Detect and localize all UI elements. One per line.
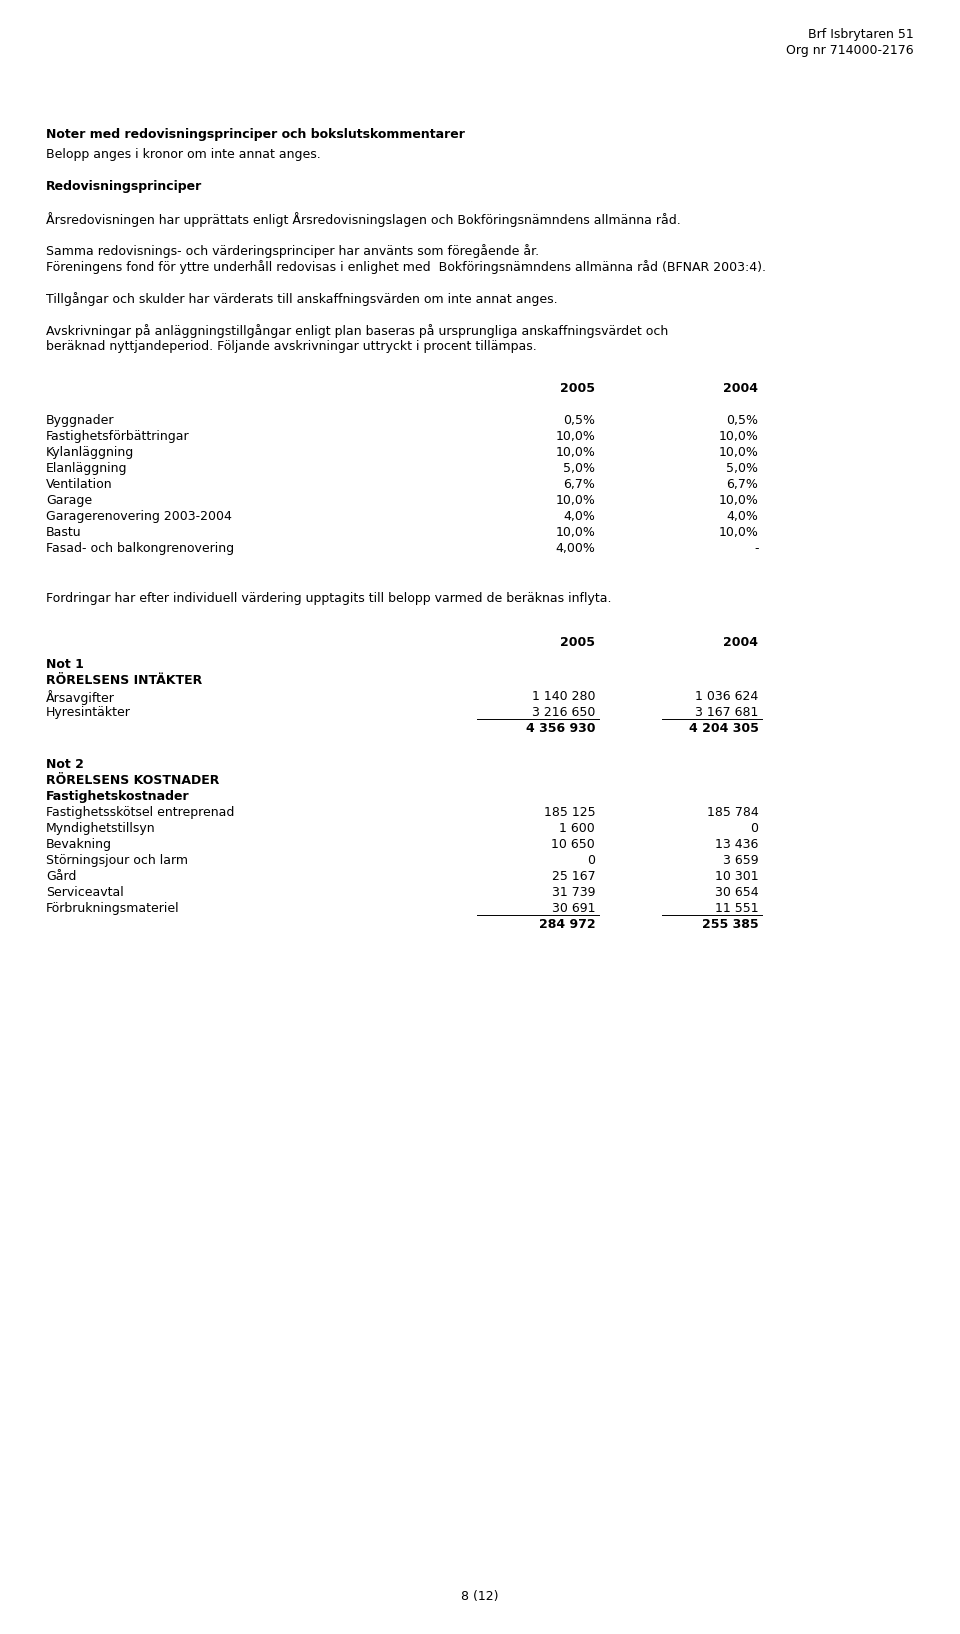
Text: 2005: 2005 <box>561 382 595 395</box>
Text: Bastu: Bastu <box>46 526 82 539</box>
Text: Myndighetstillsyn: Myndighetstillsyn <box>46 822 156 835</box>
Text: Hyresintäkter: Hyresintäkter <box>46 706 131 719</box>
Text: 0: 0 <box>588 855 595 868</box>
Text: 6,7%: 6,7% <box>727 479 758 490</box>
Text: 5,0%: 5,0% <box>727 462 758 475</box>
Text: -: - <box>754 542 758 556</box>
Text: 10,0%: 10,0% <box>555 493 595 507</box>
Text: 5,0%: 5,0% <box>564 462 595 475</box>
Text: 30 654: 30 654 <box>715 886 758 899</box>
Text: 31 739: 31 739 <box>552 886 595 899</box>
Text: 6,7%: 6,7% <box>564 479 595 490</box>
Text: 8 (12): 8 (12) <box>461 1590 499 1603</box>
Text: Belopp anges i kronor om inte annat anges.: Belopp anges i kronor om inte annat ange… <box>46 149 321 162</box>
Text: 1 600: 1 600 <box>560 822 595 835</box>
Text: 30 691: 30 691 <box>552 902 595 915</box>
Text: RÖRELSENS KOSTNADER: RÖRELSENS KOSTNADER <box>46 775 220 788</box>
Text: Garagerenovering 2003-2004: Garagerenovering 2003-2004 <box>46 510 232 523</box>
Text: Tillgångar och skulder har värderats till anskaffningsvärden om inte annat anges: Tillgångar och skulder har värderats til… <box>46 292 558 306</box>
Text: Brf Isbrytaren 51: Brf Isbrytaren 51 <box>808 28 914 41</box>
Text: Org nr 714000-2176: Org nr 714000-2176 <box>786 44 914 57</box>
Text: 4,00%: 4,00% <box>555 542 595 556</box>
Text: 11 551: 11 551 <box>715 902 758 915</box>
Text: 13 436: 13 436 <box>715 838 758 851</box>
Text: 10,0%: 10,0% <box>718 446 758 459</box>
Text: 10 301: 10 301 <box>715 869 758 882</box>
Text: 3 167 681: 3 167 681 <box>695 706 758 719</box>
Text: 10,0%: 10,0% <box>555 526 595 539</box>
Text: Fastighetsskötsel entreprenad: Fastighetsskötsel entreprenad <box>46 806 234 819</box>
Text: 2004: 2004 <box>724 382 758 395</box>
Text: Föreningens fond för yttre underhåll redovisas i enlighet med  Bokföringsnämnden: Föreningens fond för yttre underhåll red… <box>46 260 766 275</box>
Text: Fastighetsförbättringar: Fastighetsförbättringar <box>46 430 190 443</box>
Text: Garage: Garage <box>46 493 92 507</box>
Text: 10,0%: 10,0% <box>555 430 595 443</box>
Text: 0,5%: 0,5% <box>727 413 758 426</box>
Text: 185 125: 185 125 <box>543 806 595 819</box>
Text: 284 972: 284 972 <box>539 918 595 931</box>
Text: 1 140 280: 1 140 280 <box>532 690 595 703</box>
Text: Redovisningsprinciper: Redovisningsprinciper <box>46 180 203 193</box>
Text: Fasad- och balkongrenovering: Fasad- och balkongrenovering <box>46 542 234 556</box>
Text: 10 650: 10 650 <box>551 838 595 851</box>
Text: 3 216 650: 3 216 650 <box>532 706 595 719</box>
Text: 2005: 2005 <box>561 636 595 649</box>
Text: Förbrukningsmateriel: Förbrukningsmateriel <box>46 902 180 915</box>
Text: 4,0%: 4,0% <box>564 510 595 523</box>
Text: Not 1: Not 1 <box>46 659 84 672</box>
Text: Avskrivningar på anläggningstillgångar enligt plan baseras på ursprungliga anska: Avskrivningar på anläggningstillgångar e… <box>46 324 668 338</box>
Text: 185 784: 185 784 <box>707 806 758 819</box>
Text: 4,0%: 4,0% <box>727 510 758 523</box>
Text: Noter med redovisningsprinciper och bokslutskommentarer: Noter med redovisningsprinciper och boks… <box>46 127 465 141</box>
Text: Serviceavtal: Serviceavtal <box>46 886 124 899</box>
Text: 4 356 930: 4 356 930 <box>526 722 595 735</box>
Text: 2004: 2004 <box>724 636 758 649</box>
Text: 0,5%: 0,5% <box>564 413 595 426</box>
Text: Störningsjour och larm: Störningsjour och larm <box>46 855 188 868</box>
Text: 10,0%: 10,0% <box>718 526 758 539</box>
Text: 0: 0 <box>751 822 758 835</box>
Text: 25 167: 25 167 <box>552 869 595 882</box>
Text: Årsredovisningen har upprättats enligt Årsredovisningslagen och Bokföringsnämnde: Årsredovisningen har upprättats enligt Å… <box>46 212 681 227</box>
Text: RÖRELSENS INTÄKTER: RÖRELSENS INTÄKTER <box>46 673 203 686</box>
Text: 1 036 624: 1 036 624 <box>695 690 758 703</box>
Text: Ventilation: Ventilation <box>46 479 112 490</box>
Text: Årsavgifter: Årsavgifter <box>46 690 115 704</box>
Text: Bevakning: Bevakning <box>46 838 112 851</box>
Text: 10,0%: 10,0% <box>555 446 595 459</box>
Text: Not 2: Not 2 <box>46 758 84 771</box>
Text: 255 385: 255 385 <box>702 918 758 931</box>
Text: 10,0%: 10,0% <box>718 430 758 443</box>
Text: Fordringar har efter individuell värdering upptagits till belopp varmed de beräk: Fordringar har efter individuell värderi… <box>46 592 612 605</box>
Text: Fastighetskostnader: Fastighetskostnader <box>46 789 190 802</box>
Text: 3 659: 3 659 <box>723 855 758 868</box>
Text: Kylanläggning: Kylanläggning <box>46 446 134 459</box>
Text: Elanläggning: Elanläggning <box>46 462 128 475</box>
Text: Gård: Gård <box>46 869 77 882</box>
Text: Byggnader: Byggnader <box>46 413 114 426</box>
Text: Samma redovisnings- och värderingsprinciper har använts som föregående år.: Samma redovisnings- och värderingsprinci… <box>46 243 540 258</box>
Text: 10,0%: 10,0% <box>718 493 758 507</box>
Text: beräknad nyttjandeperiod. Följande avskrivningar uttryckt i procent tillämpas.: beräknad nyttjandeperiod. Följande avskr… <box>46 340 537 353</box>
Text: 4 204 305: 4 204 305 <box>688 722 758 735</box>
